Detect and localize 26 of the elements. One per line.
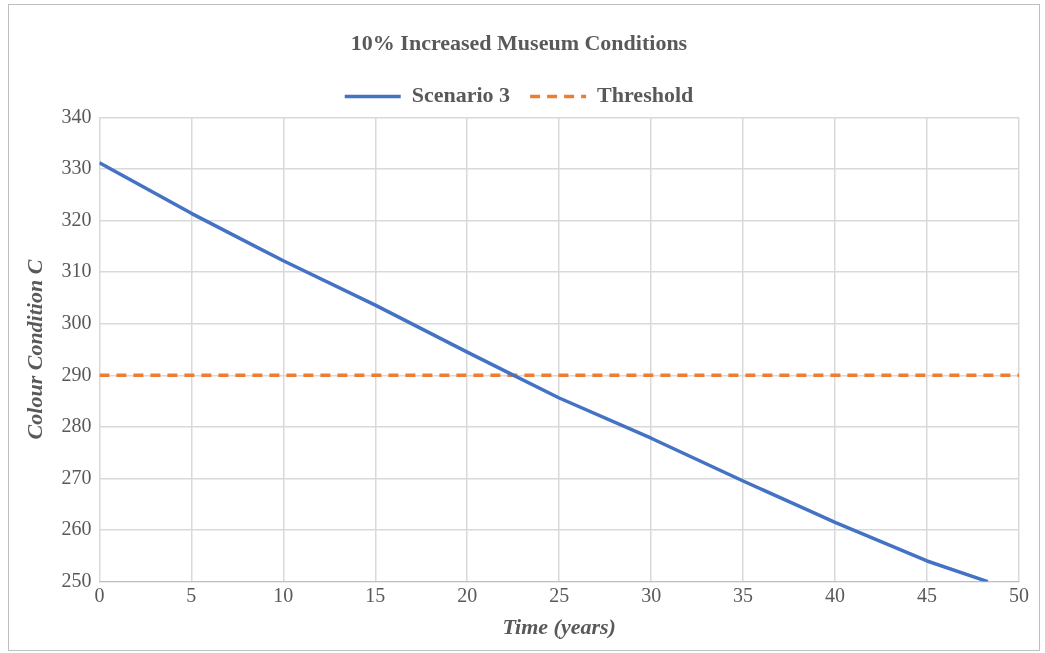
x-tick-label: 0 (94, 583, 105, 606)
y-tick-label: 270 (61, 465, 92, 488)
x-tick-label: 25 (549, 583, 570, 606)
x-tick-label: 30 (641, 583, 662, 606)
y-tick-label: 320 (61, 207, 92, 230)
y-tick-label: 300 (61, 310, 92, 333)
x-tick-label: 15 (365, 583, 386, 606)
y-tick-label: 250 (61, 568, 92, 591)
x-tick-label: 10 (273, 583, 294, 606)
chart-title: 10% Increased Museum Conditions (350, 29, 688, 55)
x-tick-label: 35 (733, 583, 754, 606)
legend-label: Scenario 3 (411, 82, 511, 108)
y-tick-label: 280 (61, 414, 92, 437)
y-tick-label: 340 (61, 104, 92, 127)
x-tick-label: 50 (1009, 583, 1029, 606)
x-tick-label: 45 (917, 583, 938, 606)
y-axis-title: Colour Condition C (21, 259, 47, 440)
x-tick-label: 40 (825, 583, 846, 606)
x-tick-label: 5 (186, 583, 197, 606)
legend-label: Threshold (597, 82, 694, 108)
x-tick-label: 20 (457, 583, 478, 606)
y-tick-label: 310 (61, 259, 92, 282)
x-axis-title: Time (years) (502, 614, 616, 640)
y-tick-label: 330 (61, 156, 92, 179)
y-tick-label: 290 (61, 362, 92, 385)
y-tick-label: 260 (61, 517, 92, 540)
